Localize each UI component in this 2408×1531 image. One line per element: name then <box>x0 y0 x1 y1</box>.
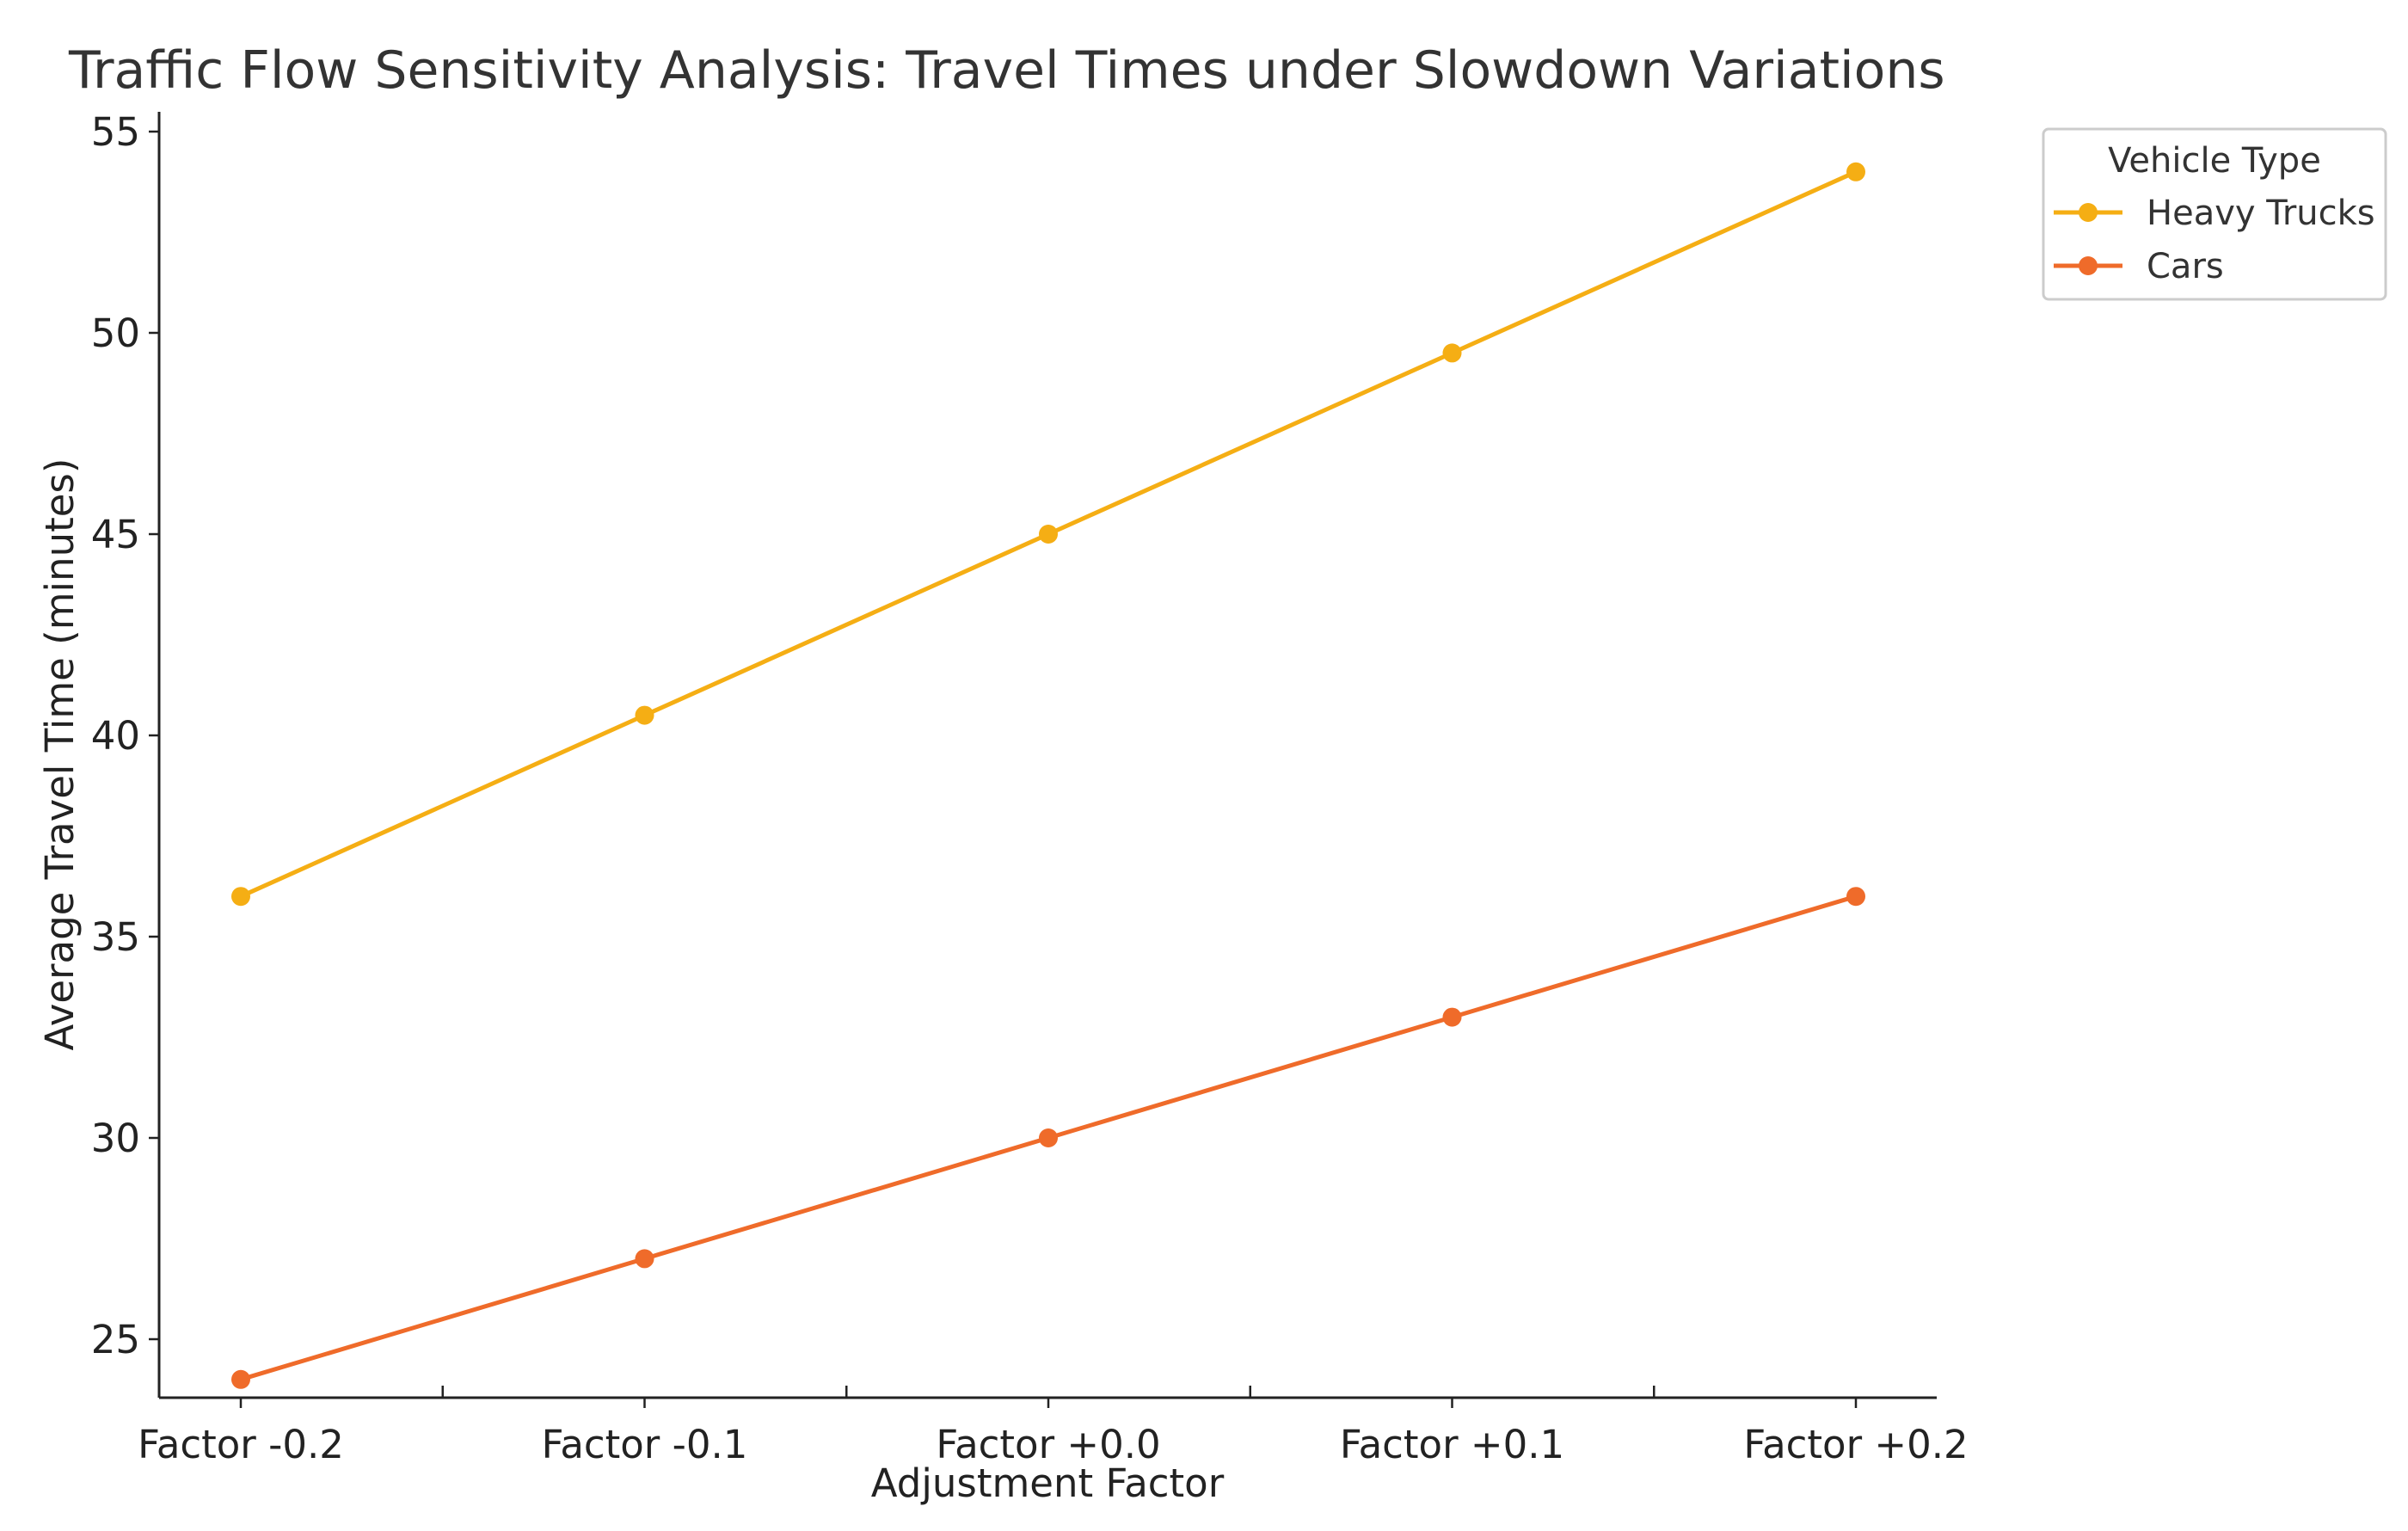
y-tick-label: 45 <box>91 512 140 557</box>
data-point <box>1442 1007 1462 1027</box>
series-cars <box>231 887 1865 1389</box>
axes <box>157 112 1937 1399</box>
data-point <box>1039 525 1058 544</box>
data-point <box>231 887 250 907</box>
legend-label: Heavy Trucks <box>2147 194 2375 233</box>
x-tick-label: Factor +0.2 <box>1743 1422 1968 1467</box>
series-heavy-trucks <box>231 162 1865 907</box>
x-axis-label: Adjustment Factor <box>871 1460 1225 1506</box>
chart-title: Traffic Flow Sensitivity Analysis: Trave… <box>68 40 1945 101</box>
series-layer <box>231 162 1865 1389</box>
y-tick-label: 40 <box>91 713 140 759</box>
x-tick-label: Factor -0.1 <box>542 1422 748 1467</box>
y-tick-label: 50 <box>91 311 140 356</box>
data-point <box>635 705 654 725</box>
data-point <box>635 1249 654 1269</box>
y-tick-label: 35 <box>91 914 140 960</box>
data-point <box>1846 887 1865 907</box>
data-point <box>1846 162 1865 181</box>
legend-title: Vehicle Type <box>2108 141 2321 181</box>
y-axis-label: Average Travel Time (minutes) <box>37 458 83 1051</box>
legend-entries: Heavy Trucks Cars <box>2054 194 2375 286</box>
legend-box <box>2042 127 2387 301</box>
y-ticks: 25 30 35 40 45 50 55 <box>91 109 159 1362</box>
y-tick-label: 55 <box>91 109 140 155</box>
data-point <box>1039 1128 1058 1147</box>
y-tick-label: 25 <box>91 1317 140 1362</box>
x-tick-label: Factor +0.1 <box>1340 1422 1564 1467</box>
x-tick-label: Factor -0.2 <box>138 1422 344 1467</box>
x-ticks: Factor -0.2 Factor -0.1 Factor +0.0 Factor … <box>138 1386 1969 1467</box>
data-point <box>1442 343 1462 363</box>
legend: Vehicle Type Heavy Trucks Cars <box>2042 127 2387 301</box>
legend-label: Cars <box>2147 247 2224 286</box>
data-point <box>231 1369 250 1389</box>
legend-marker-swatch <box>2079 203 2098 222</box>
y-tick-label: 30 <box>91 1116 140 1161</box>
legend-marker-swatch <box>2079 256 2098 275</box>
x-tick-label: Factor +0.0 <box>936 1422 1160 1467</box>
